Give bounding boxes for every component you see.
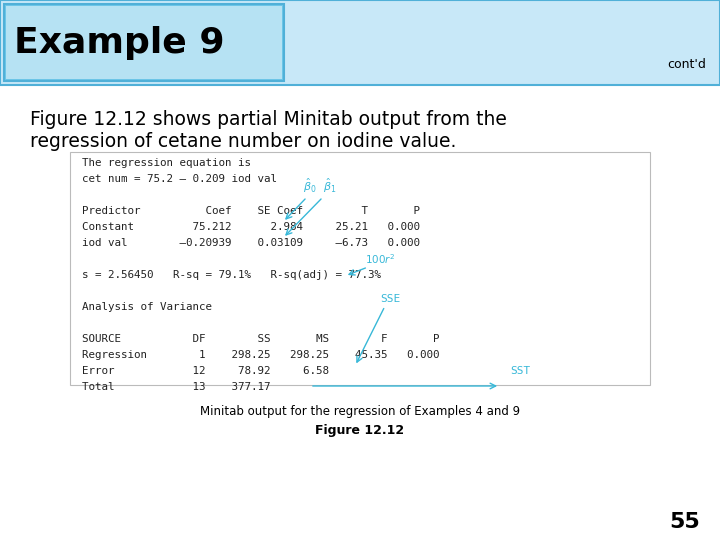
Text: iod val        –0.20939    0.03109     –6.73   0.000: iod val –0.20939 0.03109 –6.73 0.000 <box>82 238 420 248</box>
Text: Predictor          Coef    SE Coef         T       P: Predictor Coef SE Coef T P <box>82 206 420 216</box>
Text: $\hat{\beta}_0$: $\hat{\beta}_0$ <box>303 177 317 195</box>
Text: Figure 12.12 shows partial Minitab output from the: Figure 12.12 shows partial Minitab outpu… <box>30 110 507 129</box>
Text: regression of cetane number on iodine value.: regression of cetane number on iodine va… <box>30 132 456 151</box>
Bar <box>70 152 650 385</box>
Bar <box>6 6 282 79</box>
Text: Regression        1    298.25   298.25    45.35   0.000: Regression 1 298.25 298.25 45.35 0.000 <box>82 350 439 360</box>
Text: Figure 12.12: Figure 12.12 <box>315 424 405 437</box>
Text: Analysis of Variance: Analysis of Variance <box>82 302 212 312</box>
Text: $100r^2$: $100r^2$ <box>365 252 395 266</box>
Bar <box>4 4 284 81</box>
Text: Error            12     78.92     6.58: Error 12 78.92 6.58 <box>82 366 329 376</box>
Text: 55: 55 <box>670 512 700 532</box>
Text: Total            13    377.17: Total 13 377.17 <box>82 382 271 392</box>
Text: Minitab output for the regression of Examples 4 and 9: Minitab output for the regression of Exa… <box>200 405 520 418</box>
Text: cet num = 75.2 – 0.209 iod val: cet num = 75.2 – 0.209 iod val <box>82 174 277 184</box>
Text: s = 2.56450   R-sq = 79.1%   R-sq(adj) = 77.3%: s = 2.56450 R-sq = 79.1% R-sq(adj) = 77.… <box>82 270 381 280</box>
Text: $\hat{\beta}_1$: $\hat{\beta}_1$ <box>323 177 337 195</box>
Text: SOURCE           DF        SS       MS        F       P: SOURCE DF SS MS F P <box>82 334 439 344</box>
Bar <box>0 0 720 85</box>
Text: Constant         75.212      2.984     25.21   0.000: Constant 75.212 2.984 25.21 0.000 <box>82 222 420 232</box>
Text: SSE: SSE <box>380 294 400 304</box>
Text: SST: SST <box>510 366 530 376</box>
Text: Example 9: Example 9 <box>14 25 225 59</box>
Text: cont'd: cont'd <box>667 58 706 71</box>
Text: The regression equation is: The regression equation is <box>82 158 251 168</box>
